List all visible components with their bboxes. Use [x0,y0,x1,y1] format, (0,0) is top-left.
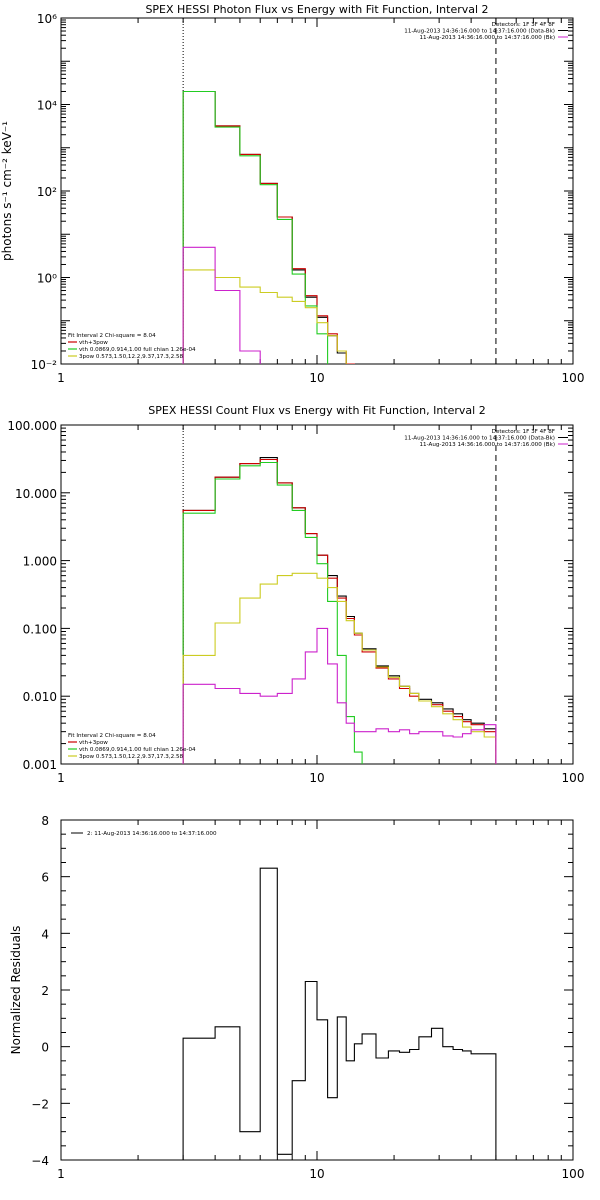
legend-bottom-text: 3pow 0.573,1.50,12.2,9.37,17.3,2.58 [79,754,184,760]
y-tick-label: 1.000 [23,555,57,569]
series-1-line [182,457,497,764]
series-4-line [182,269,347,364]
y-tick-label: 10.000 [15,487,57,501]
y-tick-label: 10⁻² [31,358,58,372]
legend-bottom-text: vth 0.0869,0.914,1.00 full chian 1.26e-0… [79,347,196,353]
series-3-line [182,90,329,364]
x-tick-label: 100 [562,771,585,785]
chart-title: SPEX HESSI Photon Flux vs Energy with Fi… [145,3,488,16]
x-tick-label: 100 [562,371,585,385]
legend-top-text: 11-Aug-2013 14:36:16.000 to 14:37:16.000… [404,29,555,35]
series-5-line [182,246,261,364]
series-group [182,867,497,1160]
y-tick-label: 2 [41,984,49,998]
series-2-line [182,458,497,764]
legend-top-text: 11-Aug-2013 14:36:16.000 to 14:37:16.000… [419,35,555,41]
legend-bottom-text: 3pow 0.573,1.50,12.2,9.37,17.3,2.58 [79,354,184,360]
series-group [182,457,497,764]
legend-bottom-text: Fit Interval 2 Chi-square = 8.04 [68,733,156,739]
panel-3 [60,819,574,1161]
y-tick-label: 10⁰ [37,272,57,286]
legend-top-text: 11-Aug-2013 14:36:16.000 to 14:37:16.000… [404,436,555,442]
series-1-line [182,867,497,1160]
y-tick-label: 4 [41,927,49,941]
panel-1 [60,17,574,365]
y-tick-label: 8 [41,814,49,828]
x-tick-label: 10 [309,371,324,385]
series-1-line [182,90,347,364]
y-tick-label: 0.001 [23,758,57,772]
x-tick-label: 100 [562,1167,585,1181]
panel-2 [60,424,574,765]
y-tick-label: −2 [31,1097,49,1111]
legend-bottom-text: vth+3pow [79,340,108,346]
y-tick-label: 10⁴ [37,99,57,113]
y-axis-label: Normalized Residuals [9,926,23,1055]
legend-top-text: Detectors: 1F 3F 4F 8F [492,22,555,28]
legend-bottom-text: Fit Interval 2 Chi-square = 8.04 [68,333,156,339]
series-5-line [182,627,497,764]
series-3-line [182,461,363,764]
y-axis-label: photons s⁻¹ cm⁻² keV⁻¹ [0,121,14,261]
x-tick-label: 10 [309,1167,324,1181]
legend-top-text: Detectors: 1F 3F 4F 8F [492,429,555,435]
legend-text: 2: 11-Aug-2013 14:36:16.000 to 14:37:16.… [87,831,217,837]
x-tick-label: 10 [309,771,324,785]
x-tick-label: 1 [57,771,65,785]
x-tick-label: 1 [57,1167,65,1181]
y-tick-label: −4 [31,1154,49,1168]
y-tick-label: 100.000 [7,419,57,433]
series-4-line [182,572,497,764]
y-tick-label: 6 [41,871,49,885]
legend-bottom-text: vth+3pow [79,740,108,746]
y-tick-label: 10⁶ [37,12,57,26]
legend-top-text: 11-Aug-2013 14:36:16.000 to 14:37:16.000… [419,442,555,448]
legend-bottom-text: vth 0.0869,0.914,1.00 full chian 1.26e-0… [79,747,196,753]
y-tick-label: 10² [37,185,57,199]
series-2-line [182,90,355,364]
y-tick-label: 0.010 [23,690,57,704]
y-tick-label: 0.100 [23,622,57,636]
series-group [182,90,355,364]
chart-title: SPEX HESSI Count Flux vs Energy with Fit… [148,404,485,417]
y-tick-label: 0 [41,1041,49,1055]
x-tick-label: 1 [57,371,65,385]
